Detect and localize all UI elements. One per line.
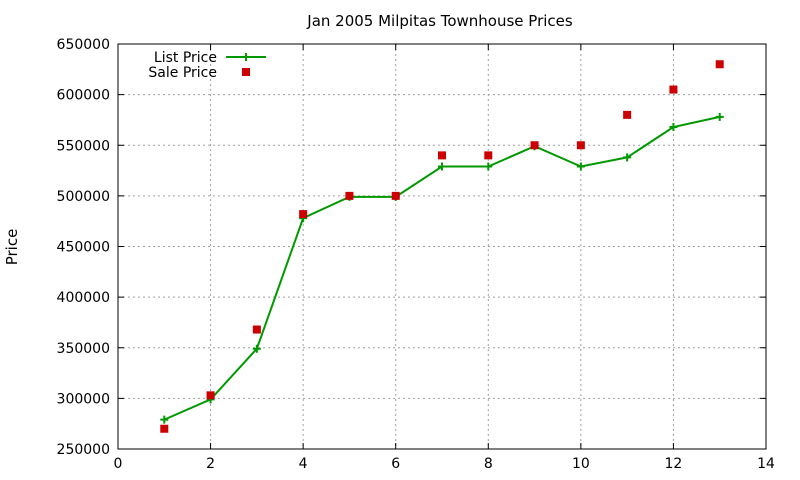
x-tick-label: 0 bbox=[114, 456, 123, 472]
y-tick-label: 650000 bbox=[57, 37, 110, 53]
y-tick-label: 500000 bbox=[57, 189, 110, 205]
x-tick-label: 10 bbox=[572, 456, 590, 472]
x-tick-label: 12 bbox=[665, 456, 683, 472]
y-tick-label: 300000 bbox=[57, 391, 110, 407]
data-point bbox=[715, 112, 724, 121]
y-tick-label: 400000 bbox=[57, 290, 110, 306]
y-axis-label: Price bbox=[3, 229, 21, 266]
legend-entry: List Price bbox=[154, 50, 266, 66]
data-point bbox=[252, 344, 261, 353]
y-axis-ticks: 250000 300000 350000 400000 450000 500000 5500… bbox=[57, 37, 766, 458]
legend-label: List Price bbox=[154, 50, 217, 66]
y-tick-label: 350000 bbox=[57, 341, 110, 357]
legend-label: Sale Price bbox=[148, 65, 217, 81]
grid bbox=[118, 44, 766, 449]
data-point bbox=[484, 162, 493, 171]
data-point bbox=[484, 151, 493, 160]
x-tick-label: 2 bbox=[206, 456, 215, 472]
x-tick-label: 8 bbox=[484, 456, 493, 472]
y-tick-label: 600000 bbox=[57, 88, 110, 104]
data-point bbox=[160, 424, 169, 433]
data-point bbox=[530, 141, 539, 150]
data-point bbox=[576, 162, 585, 171]
data-point bbox=[345, 191, 354, 200]
data-point bbox=[252, 325, 261, 334]
y-tick-label: 250000 bbox=[57, 442, 110, 458]
data-point bbox=[206, 391, 215, 400]
x-tick-label: 4 bbox=[299, 456, 308, 472]
data-point bbox=[623, 153, 632, 162]
data-point bbox=[438, 151, 446, 160]
data-point bbox=[576, 141, 585, 150]
chart-title: Jan 2005 Milpitas Townhouse Prices bbox=[306, 12, 573, 30]
x-tick-label: 14 bbox=[757, 456, 775, 472]
series bbox=[160, 60, 724, 433]
data-point bbox=[623, 110, 632, 119]
data-point bbox=[669, 85, 678, 94]
x-axis-ticks: 0 2 4 6 8 10 12 14 bbox=[114, 44, 775, 472]
data-point bbox=[669, 123, 678, 132]
data-point bbox=[160, 415, 169, 424]
data-point bbox=[391, 191, 400, 200]
data-point bbox=[299, 210, 308, 219]
legend-marker bbox=[242, 53, 250, 61]
x-tick-label: 6 bbox=[391, 456, 400, 472]
series-list-price bbox=[160, 112, 724, 424]
series-line bbox=[163, 115, 720, 421]
y-tick-label: 550000 bbox=[57, 138, 110, 154]
legend-marker bbox=[242, 68, 250, 76]
data-point bbox=[438, 162, 446, 171]
data-point bbox=[715, 60, 724, 69]
legend-entry: Sale Price bbox=[148, 65, 250, 81]
y-tick-label: 450000 bbox=[57, 240, 110, 256]
series-sale-price bbox=[160, 60, 724, 433]
